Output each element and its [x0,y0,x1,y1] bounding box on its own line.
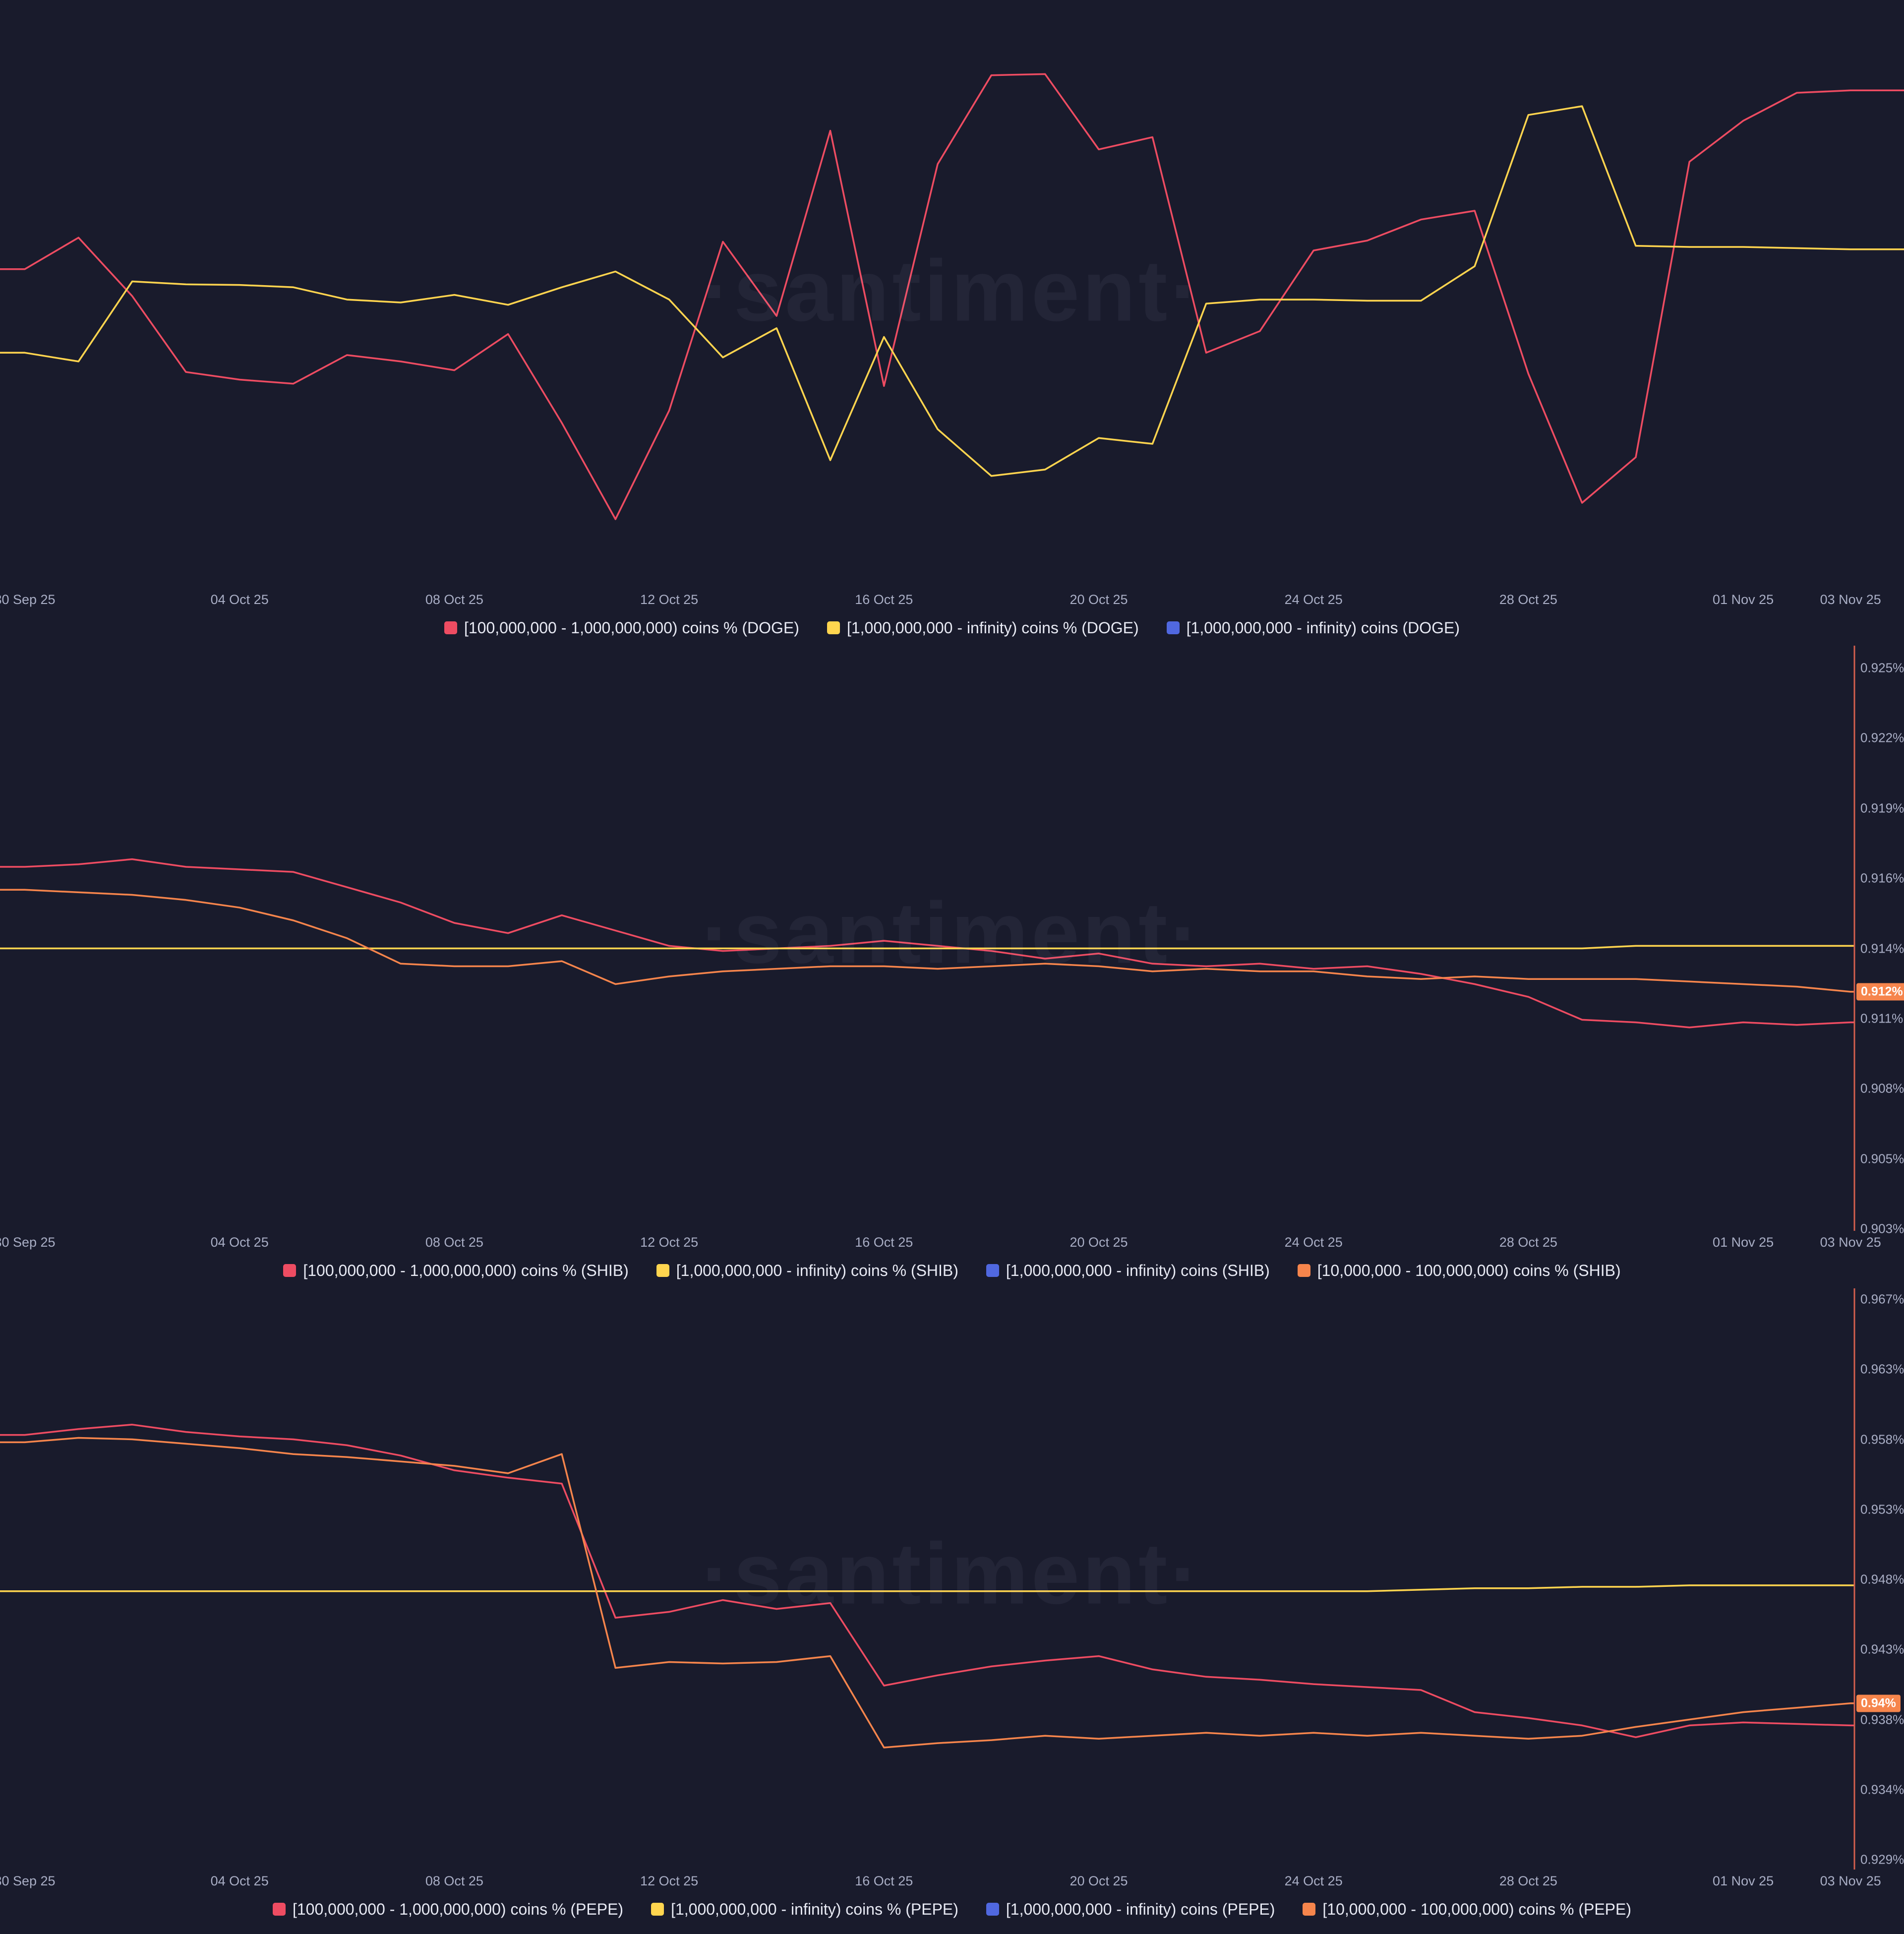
shib-chart-area[interactable]: ·santiment· 0.925% 0.922% 0.919% 0.916% 0.91… [0,646,1904,1236]
x-tick-label: 28 Oct 25 [1499,592,1557,607]
legend-swatch-yellow-icon [827,621,840,634]
shib-supply-distribution-panel: ·santiment· 0.925% 0.922% 0.919% 0.916% 0.91… [0,646,1904,1288]
doge-chart-canvas[interactable] [0,4,1904,588]
legend-label: [100,000,000 - 1,000,000,000) coins % (D… [464,618,799,637]
x-tick-label: 20 Oct 25 [1070,1235,1128,1250]
legend-label: [10,000,000 - 100,000,000) coins % (SHIB… [1317,1261,1621,1279]
legend-swatch-red-icon [283,1264,297,1277]
x-tick-label: 08 Oct 25 [425,1874,483,1888]
shib-chart-canvas[interactable] [0,646,1904,1231]
legend-item-blue-pepe[interactable]: [1,000,000,000 - infinity) coins (PEPE) [986,1900,1275,1919]
doge-chart-area[interactable]: ·santiment· [0,4,1904,588]
legend-swatch-orange-icon [1303,1903,1316,1916]
doge-x-axis: 30 Sep 25 04 Oct 25 08 Oct 25 12 Oct 25 16 O… [0,588,1904,610]
x-tick-label: 04 Oct 25 [210,1874,269,1888]
x-tick-label: 03 Nov 25 [1820,1874,1881,1888]
legend-swatch-blue-icon [986,1903,999,1916]
x-tick-label: 04 Oct 25 [210,592,269,607]
series-line-red-doge[interactable] [0,73,1904,520]
legend-label: [100,000,000 - 1,000,000,000) coins % (S… [303,1261,629,1279]
legend-label: [1,000,000,000 - infinity) coins (DOGE) [1186,618,1460,637]
legend-label: [1,000,000,000 - infinity) coins (SHIB) [1006,1261,1270,1279]
legend-swatch-yellow-icon [656,1264,669,1277]
x-tick-label: 20 Oct 25 [1070,592,1128,607]
shib-x-axis: 30 Sep 25 04 Oct 25 08 Oct 25 12 Oct 25 16 O… [0,1231,1904,1253]
x-tick-label: 30 Sep 25 [0,1874,56,1888]
x-tick-label: 08 Oct 25 [425,1235,483,1250]
legend-item-yellow-shib[interactable]: [1,000,000,000 - infinity) coins % (SHIB… [656,1262,958,1280]
x-tick-label: 16 Oct 25 [855,592,913,607]
legend-label: [1,000,000,000 - infinity) coins % (SHIB… [676,1261,958,1279]
legend-label: [1,000,000,000 - infinity) coins (PEPE) [1006,1900,1275,1918]
series-line-orange-shib[interactable] [0,889,1854,993]
pepe-chart-canvas[interactable] [0,1288,1904,1870]
legend-item-orange-pepe[interactable]: [10,000,000 - 100,000,000) coins % (PEPE… [1303,1900,1631,1919]
series-line-yellow-shib[interactable] [0,945,1854,950]
x-tick-label: 16 Oct 25 [855,1235,913,1250]
legend-swatch-red-icon [444,621,457,634]
legend-item-blue-doge[interactable]: [1,000,000,000 - infinity) coins (DOGE) [1166,618,1460,637]
legend-item-blue-shib[interactable]: [1,000,000,000 - infinity) coins (SHIB) [986,1262,1270,1280]
x-tick-label: 08 Oct 25 [425,592,483,607]
x-tick-label: 16 Oct 25 [855,1874,913,1888]
legend-label: [1,000,000,000 - infinity) coins % (PEPE… [671,1900,958,1918]
pepe-x-axis: 30 Sep 25 04 Oct 25 08 Oct 25 12 Oct 25 16 O… [0,1870,1904,1891]
legend-item-red-shib[interactable]: [100,000,000 - 1,000,000,000) coins % (S… [283,1261,629,1280]
pepe-legend: [100,000,000 - 1,000,000,000) coins % (P… [0,1891,1904,1927]
x-tick-label: 03 Nov 25 [1820,592,1881,607]
legend-swatch-orange-icon [1297,1264,1310,1277]
x-tick-label: 03 Nov 25 [1820,1235,1881,1250]
x-tick-label: 24 Oct 25 [1284,592,1343,607]
legend-item-orange-shib[interactable]: [10,000,000 - 100,000,000) coins % (SHIB… [1297,1261,1621,1280]
x-tick-label: 30 Sep 25 [0,1235,56,1250]
doge-legend: [100,000,000 - 1,000,000,000) coins % (D… [0,610,1904,646]
x-tick-label: 12 Oct 25 [640,592,699,607]
x-tick-label: 24 Oct 25 [1284,1874,1343,1888]
pepe-supply-distribution-panel: ·santiment· 0.967% 0.963% 0.958% 0.953% 0.94… [0,1288,1904,1927]
legend-swatch-yellow-icon [651,1903,664,1916]
legend-swatch-blue-icon [986,1264,999,1277]
series-line-red-shib[interactable] [0,858,1854,1028]
x-tick-label: 30 Sep 25 [0,592,56,607]
legend-label: [1,000,000,000 - infinity) coins % (DOGE… [846,618,1139,637]
series-line-orange-pepe[interactable] [0,1437,1854,1749]
doge-supply-distribution-panel: ·santiment· 30 Sep 25 04 Oct 25 08 Oct 25 1… [0,4,1904,646]
x-tick-label: 20 Oct 25 [1070,1874,1128,1888]
legend-swatch-red-icon [272,1903,286,1916]
x-tick-label: 01 Nov 25 [1713,592,1774,607]
legend-label: [100,000,000 - 1,000,000,000) coins % (P… [292,1900,624,1918]
series-line-yellow-doge[interactable] [0,105,1904,477]
legend-item-yellow-pepe[interactable]: [1,000,000,000 - infinity) coins % (PEPE… [651,1900,958,1919]
x-tick-label: 28 Oct 25 [1499,1874,1557,1888]
legend-item-red-pepe[interactable]: [100,000,000 - 1,000,000,000) coins % (P… [272,1900,624,1919]
x-tick-label: 01 Nov 25 [1713,1874,1774,1888]
series-line-red-pepe[interactable] [0,1424,1854,1738]
pepe-chart-area[interactable]: ·santiment· 0.967% 0.963% 0.958% 0.953% 0.94… [0,1288,1904,1870]
x-tick-label: 01 Nov 25 [1713,1235,1774,1250]
x-tick-label: 12 Oct 25 [640,1874,699,1888]
shib-legend: [100,000,000 - 1,000,000,000) coins % (S… [0,1253,1904,1288]
x-tick-label: 12 Oct 25 [640,1235,699,1250]
legend-label: [10,000,000 - 100,000,000) coins % (PEPE… [1322,1900,1632,1918]
series-line-yellow-pepe[interactable] [0,1584,1854,1592]
legend-item-red-doge[interactable]: [100,000,000 - 1,000,000,000) coins % (D… [444,619,799,637]
x-tick-label: 28 Oct 25 [1499,1235,1557,1250]
legend-item-yellow-doge[interactable]: [1,000,000,000 - infinity) coins % (DOGE… [827,619,1139,637]
x-tick-label: 04 Oct 25 [210,1235,269,1250]
legend-swatch-blue-icon [1166,621,1180,634]
x-tick-label: 24 Oct 25 [1284,1235,1343,1250]
